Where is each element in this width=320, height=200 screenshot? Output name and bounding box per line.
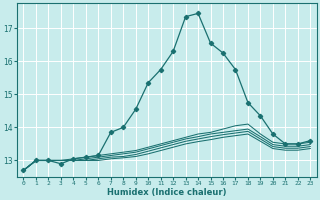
X-axis label: Humidex (Indice chaleur): Humidex (Indice chaleur) [107, 188, 227, 197]
